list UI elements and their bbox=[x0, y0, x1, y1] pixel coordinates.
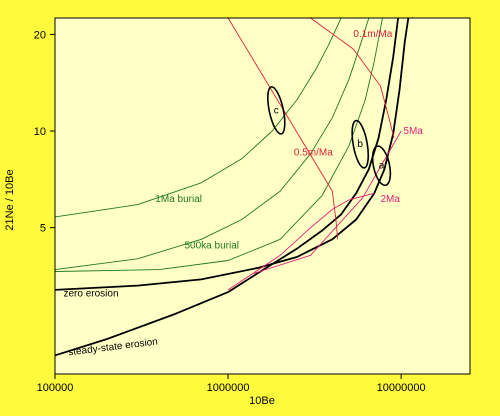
x-tick-label-10000000: 10000000 bbox=[377, 382, 426, 394]
series-line-steady-state-erosion bbox=[55, 18, 399, 357]
y-tick-label-5: 5 bbox=[40, 223, 46, 235]
sample-layer: a b c bbox=[267, 86, 392, 187]
x-tick-label-100000: 100000 bbox=[37, 382, 74, 394]
series-line-2ma bbox=[227, 192, 375, 291]
y-tick-label-20: 20 bbox=[34, 29, 46, 41]
sample-ellipse-a bbox=[371, 145, 392, 187]
x-axis: 100000 1000000 10000000 bbox=[37, 374, 426, 394]
annotation-5ma: 5Ma bbox=[403, 126, 423, 137]
annotation-2ma: 2Ma bbox=[381, 194, 401, 205]
sample-ellipse-b bbox=[351, 119, 370, 169]
annotation-0-5m-ma: 0.5m/Ma bbox=[294, 147, 333, 158]
sample-label-c: c bbox=[274, 105, 279, 116]
annotation-1ma-burial: 1Ma burial bbox=[155, 194, 202, 205]
y-axis: 5 10 20 bbox=[34, 29, 55, 235]
plot-area bbox=[55, 18, 470, 374]
annotation-zero-erosion: zero erosion bbox=[64, 289, 119, 300]
x-tick-label-1000000: 1000000 bbox=[207, 382, 250, 394]
series-layer bbox=[55, 18, 410, 357]
y-axis-title: 21Ne / 10Be bbox=[4, 169, 16, 230]
annotation-0-1m-ma: 0.1m/Ma bbox=[353, 29, 392, 40]
sample-ellipse-c bbox=[267, 86, 286, 135]
series-line-1ma-burial bbox=[55, 18, 342, 218]
sample-label-b: b bbox=[357, 139, 363, 150]
sample-label-a: a bbox=[379, 161, 385, 172]
series-line-5ma bbox=[253, 130, 402, 274]
x-axis-title: 10Be bbox=[249, 395, 275, 407]
annotation-500ka-burial: 500ka burial bbox=[185, 241, 239, 252]
series-line-0-1m-ma bbox=[310, 18, 395, 139]
series-line-zero-erosion bbox=[55, 18, 410, 291]
series-line-0-5m-ma bbox=[227, 18, 339, 240]
y-tick-label-10: 10 bbox=[34, 126, 46, 138]
plot-frame bbox=[54, 17, 471, 375]
series-line-500ka-burial bbox=[55, 18, 370, 271]
